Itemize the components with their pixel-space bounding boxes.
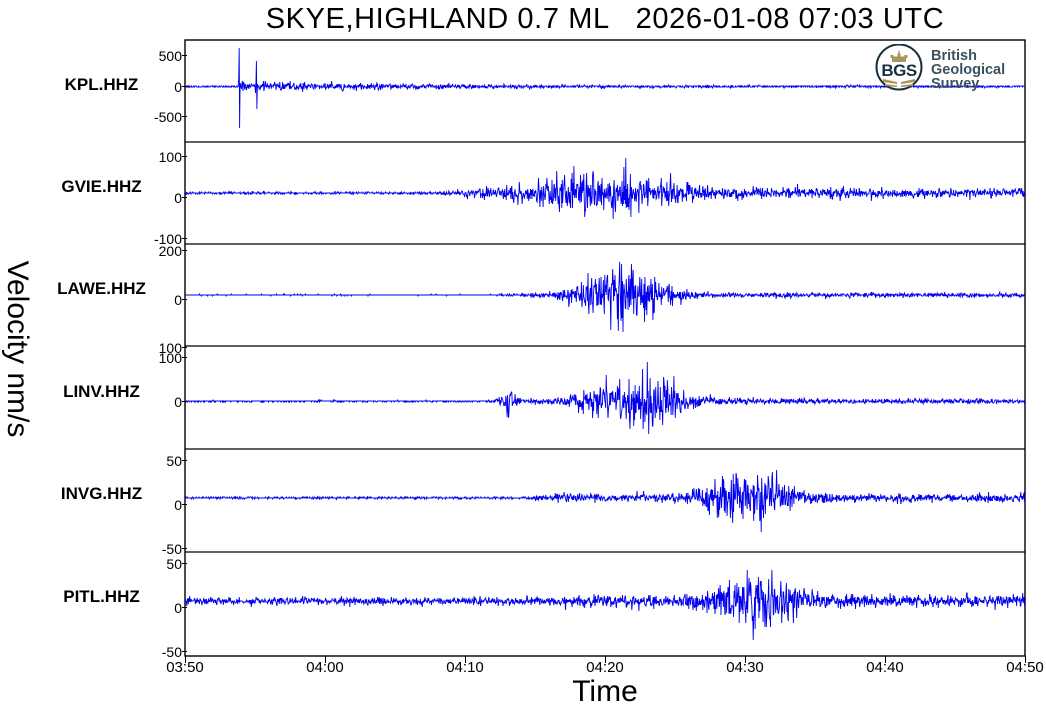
svg-text:BGS: BGS [881, 61, 917, 80]
svg-text:Survey: Survey [931, 76, 979, 92]
